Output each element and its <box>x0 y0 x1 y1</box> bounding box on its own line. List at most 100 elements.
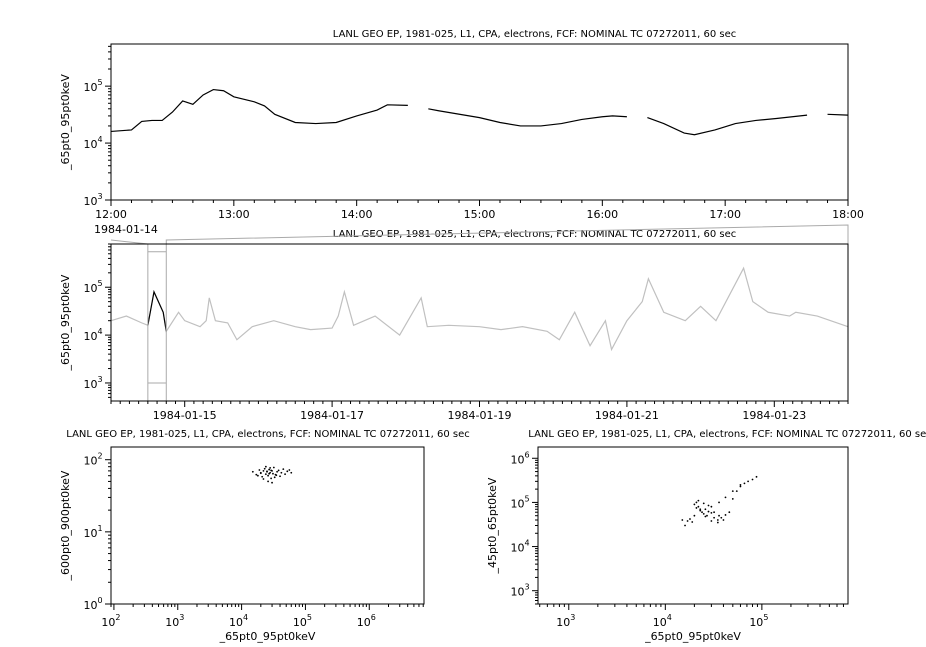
scatter-point <box>280 471 283 474</box>
y-tick-label: 103 <box>83 192 102 208</box>
x-tick-label: 103 <box>556 613 575 629</box>
scatter-point <box>277 469 280 472</box>
x-tick-label: 1984-01-23 <box>742 409 806 422</box>
scatter-point <box>691 521 694 523</box>
series-line <box>647 114 808 136</box>
scatter-point <box>735 490 738 493</box>
y-tick-label: 100 <box>83 596 102 612</box>
scatter-left-plot-frame <box>110 446 425 605</box>
top-plot-frame <box>110 43 849 201</box>
scatter-point <box>728 511 731 514</box>
scatter-point <box>710 520 713 522</box>
scatter-point <box>707 510 710 513</box>
scatter-point <box>702 512 705 515</box>
scatter-point <box>275 474 278 477</box>
scatter-point <box>266 470 268 473</box>
date-label: 1984-01-14 <box>94 223 158 236</box>
scatter-point <box>716 521 719 524</box>
scatter-point <box>284 473 286 476</box>
scatter-point <box>258 469 261 471</box>
y-axis-label: _65pt0_95pt0keV <box>59 274 72 371</box>
scatter-point <box>710 511 713 514</box>
x-tick-label: 105 <box>293 613 312 629</box>
x-tick-label: 105 <box>749 613 768 629</box>
scatter-point <box>270 469 273 472</box>
scatter-point <box>718 514 720 517</box>
x-axis-label: _65pt0_95pt0keV <box>644 630 741 643</box>
scatter-point <box>681 519 684 521</box>
y-tick-label: 104 <box>83 135 102 151</box>
scatter-point <box>693 503 696 506</box>
y-tick-label: 103 <box>510 583 529 599</box>
y-tick-label: 104 <box>510 539 529 555</box>
x-tick-label: 15:00 <box>464 208 496 221</box>
scatter-point <box>684 524 686 527</box>
scatter-point <box>269 466 272 469</box>
scatter-point <box>255 473 258 476</box>
scatter-point <box>724 514 727 516</box>
scatter-point <box>262 478 265 480</box>
scatter-point <box>704 515 707 518</box>
y-axis-label: _65pt0_95pt0keV <box>59 74 72 171</box>
scatter-point <box>256 474 259 477</box>
scatter-point <box>713 511 715 514</box>
y-tick-label: 104 <box>83 327 102 343</box>
x-tick-label: 13:00 <box>218 208 250 221</box>
y-tick-label: 101 <box>83 524 102 540</box>
overview-plot-frame <box>110 243 849 402</box>
scatter-point <box>689 518 691 520</box>
scatter-point <box>720 516 723 519</box>
scatter-point <box>731 490 734 493</box>
series-line <box>110 266 849 352</box>
scatter-point <box>279 475 281 478</box>
scatter-point <box>272 466 275 469</box>
zoom-connector-right <box>165 224 849 244</box>
zoom-connector-left <box>110 239 148 245</box>
scatter-point <box>699 509 702 512</box>
scatter-point <box>268 472 271 475</box>
scatter-point <box>710 505 713 508</box>
x-tick-label: 18:00 <box>832 208 864 221</box>
scatter-point <box>262 469 265 472</box>
chart-title: LANL GEO EP, 1981-025, L1, CPA, electron… <box>333 29 736 40</box>
x-tick-label: 102 <box>101 613 120 629</box>
scatter-point <box>264 473 267 476</box>
scatter-point <box>747 480 749 483</box>
scatter-point <box>697 505 700 508</box>
series-line <box>827 113 849 116</box>
scatter-point <box>695 501 698 504</box>
y-axis-label: _45pt0_65pt0keV <box>486 477 499 574</box>
x-tick-label: 17:00 <box>709 208 741 221</box>
scatter-point <box>264 465 267 468</box>
scatter-point <box>695 507 698 509</box>
scatter-point <box>288 469 291 471</box>
scatter-point <box>276 470 279 473</box>
scatter-point <box>713 516 715 519</box>
x-tick-label: 104 <box>229 613 248 629</box>
series-line <box>110 88 408 133</box>
series-line <box>428 108 627 127</box>
scatter-point <box>267 480 269 483</box>
y-tick-label: 105 <box>510 494 529 510</box>
scatter-point <box>718 501 720 504</box>
scatter-point <box>707 504 710 507</box>
zoom-range-box[interactable] <box>147 243 167 402</box>
x-tick-label: 1984-01-21 <box>595 409 659 422</box>
scatter-point <box>290 471 293 474</box>
y-tick-label: 105 <box>83 78 102 94</box>
scatter-point <box>286 470 289 473</box>
x-tick-label: 1984-01-19 <box>448 409 512 422</box>
y-tick-label: 102 <box>83 452 102 468</box>
scatter-point <box>724 496 727 499</box>
scatter-point <box>693 514 696 517</box>
x-tick-label: 1984-01-15 <box>153 409 217 422</box>
chart-title: LANL GEO EP, 1981-025, L1, CPA, electron… <box>528 429 926 440</box>
x-tick-label: 106 <box>357 613 376 629</box>
scatter-point <box>751 478 754 481</box>
scatter-point <box>739 483 742 486</box>
scatter-point <box>702 502 705 505</box>
x-tick-label: 104 <box>653 613 672 629</box>
scatter-point <box>699 508 702 511</box>
scatter-point <box>267 474 269 477</box>
